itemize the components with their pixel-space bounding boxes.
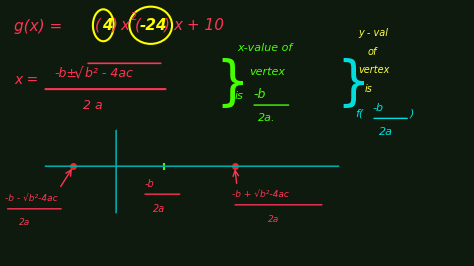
Text: 2a: 2a: [379, 127, 393, 137]
Text: of: of: [367, 47, 377, 57]
Text: -b±: -b±: [55, 67, 77, 80]
Text: 2 a: 2 a: [83, 99, 102, 111]
Text: -b: -b: [254, 88, 266, 101]
Text: ): ): [164, 18, 170, 33]
Text: b² - 4ac: b² - 4ac: [85, 67, 133, 80]
Text: x-value of: x-value of: [237, 43, 292, 53]
Text: ): ): [112, 18, 118, 33]
Text: }: }: [337, 58, 370, 110]
Text: 2a: 2a: [19, 218, 30, 227]
Text: f(: f(: [356, 108, 364, 118]
Text: vertex: vertex: [358, 65, 389, 76]
Text: (: (: [135, 18, 141, 33]
Text: g(x) =: g(x) =: [14, 19, 63, 34]
Text: vertex: vertex: [249, 67, 285, 77]
Text: x: x: [121, 18, 130, 33]
Text: -24: -24: [140, 18, 167, 33]
Text: ): ): [410, 108, 414, 118]
Text: 2a: 2a: [153, 204, 165, 214]
Text: -b: -b: [372, 103, 383, 113]
Text: x =: x =: [14, 73, 38, 87]
Text: y - val: y - val: [358, 28, 388, 38]
Text: 4: 4: [102, 18, 112, 33]
Text: √: √: [73, 66, 83, 81]
Text: 2a: 2a: [268, 215, 279, 224]
Text: is: is: [365, 84, 373, 94]
Text: 2: 2: [130, 12, 137, 22]
Text: 2a.: 2a.: [258, 113, 276, 123]
Text: -b: -b: [145, 178, 155, 189]
Text: }: }: [216, 58, 249, 110]
Text: (: (: [95, 18, 101, 33]
Text: -b + √b²-4ac: -b + √b²-4ac: [232, 190, 289, 199]
Text: is: is: [235, 91, 244, 101]
Text: -b - √b²-4ac: -b - √b²-4ac: [5, 194, 57, 203]
Text: x + 10: x + 10: [173, 18, 224, 33]
